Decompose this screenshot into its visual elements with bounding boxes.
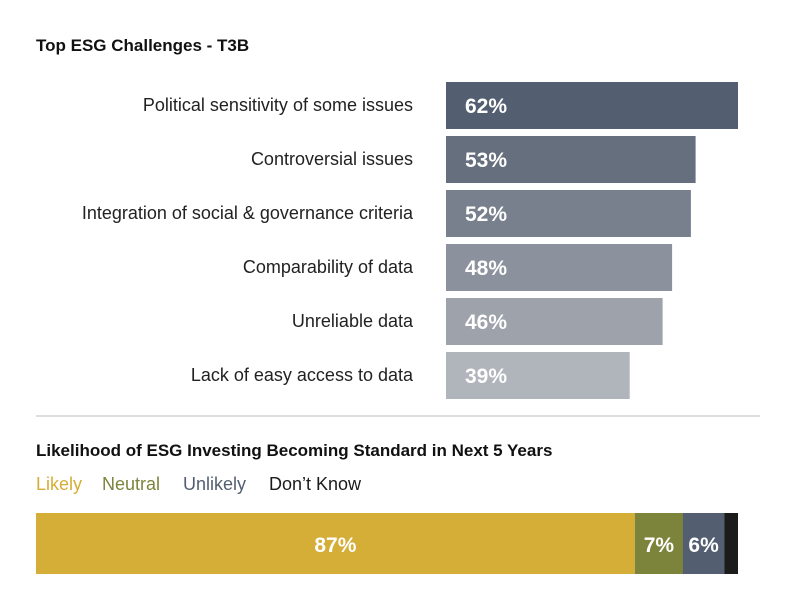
- legend-entry: Likely: [36, 474, 82, 494]
- likelihood-segment-label: 6%: [688, 534, 719, 557]
- challenge-value-label: 46%: [465, 311, 507, 334]
- challenge-value-label: 52%: [465, 203, 507, 226]
- challenges-title: Top ESG Challenges - T3B: [36, 36, 249, 55]
- challenge-value-label: 62%: [465, 95, 507, 118]
- challenge-value-label: 48%: [465, 257, 507, 280]
- legend-entry: Don’t Know: [269, 474, 362, 494]
- challenge-value-label: 53%: [465, 149, 507, 172]
- likelihood-segment: [682, 513, 725, 574]
- challenge-category-label: Comparability of data: [243, 257, 414, 277]
- likelihood-title: Likelihood of ESG Investing Becoming Sta…: [36, 441, 552, 460]
- likelihood-segment: [724, 513, 738, 574]
- challenge-bar: [446, 190, 691, 237]
- challenge-bar: [446, 136, 696, 183]
- likelihood-segment: [634, 513, 683, 574]
- challenge-value-label: 39%: [465, 365, 507, 388]
- challenge-category-label: Unreliable data: [292, 311, 414, 331]
- challenge-category-label: Integration of social & governance crite…: [82, 203, 414, 223]
- challenge-category-label: Political sensitivity of some issues: [143, 95, 413, 115]
- challenge-bar: [446, 82, 738, 129]
- likelihood-segment: [36, 513, 635, 574]
- likelihood-stacked-bar: 87% 7% 6%: [36, 513, 738, 574]
- likelihood-segment-label: 87%: [314, 534, 356, 557]
- challenge-category-label: Controversial issues: [251, 149, 413, 169]
- challenge-category-label: Lack of easy access to data: [191, 365, 414, 385]
- challenges-bar-chart: Political sensitivity of some issues 62% C…: [82, 82, 738, 399]
- legend-entry: Unlikely: [183, 474, 246, 494]
- challenge-bar: [446, 298, 663, 345]
- challenge-bar: [446, 352, 630, 399]
- challenge-bar: [446, 244, 673, 291]
- likelihood-legend: Likely Neutral Unlikely Don’t Know: [36, 474, 362, 494]
- legend-entry: Neutral: [102, 474, 160, 494]
- likelihood-segment-label: 7%: [644, 534, 675, 557]
